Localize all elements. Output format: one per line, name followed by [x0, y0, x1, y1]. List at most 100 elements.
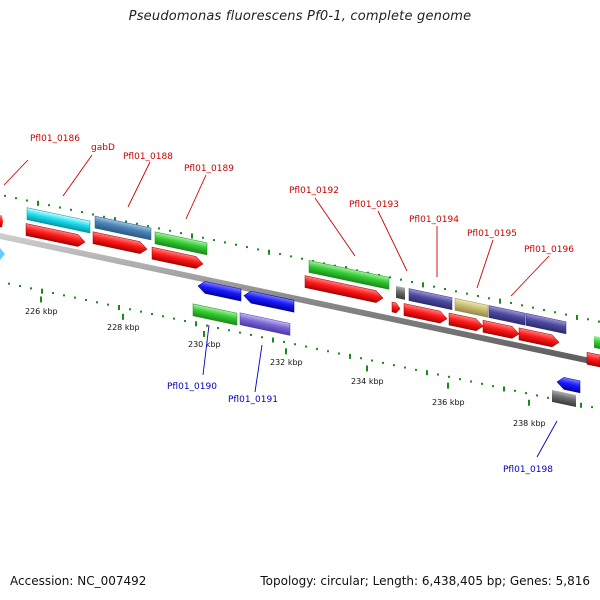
axis-ticks: 226 kbp 228 kbp 230 kbp 232 kbp 234 kbp … — [25, 296, 546, 428]
gc-dot — [444, 287, 446, 290]
cds-forward-arrow[interactable] — [586, 351, 600, 368]
gene-block-pfl01-0196b[interactable] — [525, 313, 567, 335]
map-title: Pseudomonas fluorescens Pf0-1, complete … — [128, 9, 472, 24]
gc-dot — [257, 248, 259, 251]
gene-block-pfl01-0190[interactable] — [192, 303, 238, 326]
gene-label-pfl01-0194[interactable]: Pfl01_0194 — [409, 215, 459, 225]
gene-label-pfl01-0193[interactable]: Pfl01_0193 — [349, 200, 399, 210]
gc-dot — [338, 352, 340, 355]
gene-label-pfl01-0191[interactable]: Pfl01_0191 — [228, 395, 278, 405]
cds-reverse-arrow[interactable] — [197, 280, 242, 302]
gc-dot — [305, 345, 307, 348]
gc-dot — [85, 298, 87, 301]
tick-label-238kbp: 238 kbp — [513, 419, 546, 428]
gc-dot — [283, 340, 285, 343]
tick-label-226kbp: 226 kbp — [25, 307, 58, 316]
gc-dot — [118, 304, 120, 310]
gene-label-pfl01-0186[interactable]: Pfl01_0186 — [30, 134, 80, 144]
gene-block-pfl01-0191[interactable] — [239, 312, 291, 336]
tick-label-228kbp: 228 kbp — [107, 323, 140, 332]
gc-dot — [180, 232, 182, 235]
gene-block-pfl01-0193[interactable] — [396, 285, 405, 300]
gc-dot — [525, 392, 527, 395]
cds-reverse-arrow[interactable] — [243, 290, 295, 313]
gc-dot — [422, 282, 424, 288]
cds-forward-arrow[interactable] — [518, 327, 560, 348]
gene-block-pfl01-0194[interactable] — [408, 288, 453, 310]
gc-dot — [580, 402, 582, 408]
gc-dot — [173, 317, 175, 320]
cds-forward-arrow[interactable] — [448, 312, 484, 332]
gc-dot — [481, 382, 483, 385]
gc-dot — [437, 373, 439, 376]
axis-tick-mark — [528, 399, 530, 406]
gc-dot — [301, 257, 303, 260]
gene-label-gabd[interactable]: gabD — [91, 143, 115, 153]
axis-tick-mark — [366, 365, 368, 372]
gc-dot — [235, 243, 237, 246]
gc-dot — [92, 213, 94, 216]
gene-block-pfl01-0195[interactable] — [454, 298, 489, 318]
gc-dot — [26, 199, 28, 202]
gc-dot — [195, 321, 197, 327]
gene-label-pfl01-0198[interactable]: Pfl01_0198 — [503, 465, 553, 475]
axis-tick-mark — [122, 313, 124, 320]
axis-tick-mark — [203, 330, 205, 337]
gc-dot — [103, 215, 105, 218]
gc-dot — [455, 290, 457, 293]
gene-label-pfl01-0189[interactable]: Pfl01_0189 — [184, 164, 234, 174]
gc-dot — [488, 297, 490, 300]
gc-dot — [48, 204, 50, 207]
gene-block-pfl01-0192[interactable] — [308, 260, 390, 290]
gene-block-pfl01-0186[interactable] — [26, 207, 91, 234]
gc-dot — [239, 331, 241, 334]
gc-dot — [96, 301, 98, 304]
gene-block-pfl01-0196a[interactable] — [488, 305, 526, 326]
gc-dot — [162, 315, 164, 318]
gc-dot — [587, 318, 589, 321]
axis-tick-mark — [447, 382, 449, 389]
left-edge-marker[interactable] — [0, 248, 5, 260]
gene-label-pfl01-0190[interactable]: Pfl01_0190 — [167, 382, 217, 392]
gc-dot — [547, 396, 549, 399]
gc-dot — [224, 241, 226, 244]
gene-label-pfl01-0195[interactable]: Pfl01_0195 — [467, 229, 517, 239]
cds-forward-arrow[interactable] — [0, 215, 3, 228]
gc-dot — [514, 389, 516, 392]
gene-block-pfl01-0198[interactable] — [552, 389, 576, 407]
gc-dot — [591, 406, 593, 409]
cds-forward-arrow[interactable] — [151, 246, 204, 270]
cds-forward-arrow[interactable] — [391, 301, 401, 314]
gc-dot — [272, 337, 274, 343]
tick-label-230kbp: 230 kbp — [188, 340, 221, 349]
gene-block-gabd[interactable] — [94, 215, 152, 241]
gene-block-right-edge[interactable] — [594, 335, 600, 350]
gene-label-pfl01-0192[interactable]: Pfl01_0192 — [289, 186, 339, 196]
gene-block-pfl01-0188[interactable] — [154, 231, 208, 256]
gc-dot — [576, 314, 578, 320]
gc-dot — [63, 294, 65, 297]
cds-forward-arrow[interactable] — [25, 223, 86, 248]
gc-dot — [536, 394, 538, 397]
cds-forward-arrow[interactable] — [403, 303, 448, 325]
gc-dot — [30, 287, 32, 290]
cds-forward-arrow[interactable] — [92, 231, 148, 255]
gc-dot — [466, 292, 468, 295]
accession-text: Accession: NC_007492 — [10, 574, 147, 588]
gc-dot — [19, 285, 21, 288]
cds-reverse-arrow[interactable] — [556, 376, 581, 394]
gc-dot — [125, 220, 127, 223]
gc-dot — [565, 313, 567, 316]
gc-dot — [400, 278, 402, 281]
gene-label-pfl01-0196[interactable]: Pfl01_0196 — [524, 245, 574, 255]
gc-dot — [492, 385, 494, 388]
gc-dot — [184, 319, 186, 322]
cds-forward-arrow[interactable] — [482, 319, 520, 340]
cds-forward-arrow[interactable] — [304, 275, 384, 305]
gc-dot — [136, 222, 138, 225]
gc-dot — [294, 343, 296, 346]
gene-label-pfl01-0188[interactable]: Pfl01_0188 — [123, 152, 173, 162]
gc-dot — [510, 301, 512, 304]
gc-dot — [554, 311, 556, 314]
